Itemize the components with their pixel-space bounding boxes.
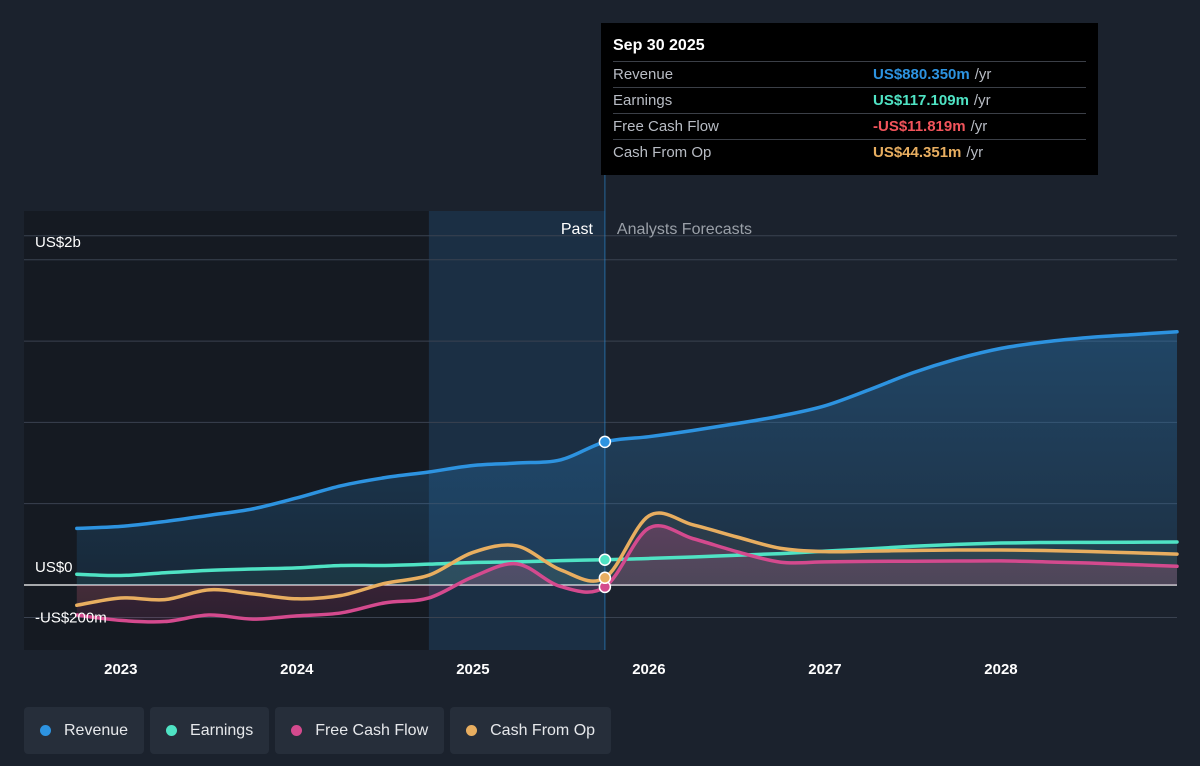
past-label: Past	[561, 221, 594, 238]
tooltip-row-revenue: Revenue US$880.350m /yr	[613, 61, 1086, 87]
cash-from-op-marker	[598, 571, 612, 585]
free-cash-flow-area	[76, 525, 1177, 622]
x-tick-label: 2027	[808, 661, 841, 678]
legend-item-earnings[interactable]: Earnings	[150, 707, 270, 754]
revenue-area	[76, 331, 1177, 585]
tooltip-label: Revenue	[613, 66, 674, 83]
y-tick-label: US$0	[35, 559, 73, 576]
forecast-label: Analysts Forecasts	[617, 221, 752, 238]
y-tick-label: US$2b	[35, 234, 81, 251]
legend-item-cash-from-op[interactable]: Cash From Op	[450, 707, 612, 754]
legend-item-free-cash-flow[interactable]: Free Cash Flow	[275, 707, 445, 754]
legend-dot	[166, 725, 178, 736]
legend-label: Earnings	[190, 721, 254, 739]
y-tick-label: -US$200m	[35, 609, 107, 626]
chart-legend: Revenue Earnings Free Cash Flow Cash Fro…	[24, 707, 612, 754]
tooltip-label: Free Cash Flow	[613, 118, 719, 135]
cash-from-op-line	[75, 511, 1179, 608]
tooltip-label: Cash From Op	[613, 144, 712, 161]
tooltip-date: Sep 30 2025	[613, 37, 705, 54]
earnings-marker	[598, 553, 612, 567]
tooltip-row-earnings: Earnings US$117.109m /yr	[613, 87, 1086, 113]
tooltip-row-cash-from-op: Cash From Op US$44.351m /yr	[613, 139, 1086, 165]
tooltip-unit: /yr	[973, 92, 991, 109]
tooltip-unit: /yr	[970, 118, 988, 135]
tooltip-panel: Sep 30 2025 Revenue US$880.350m /yr Earn…	[601, 23, 1098, 175]
legend-label: Revenue	[64, 721, 129, 739]
legend-dot	[291, 725, 303, 736]
revenue-marker	[598, 435, 612, 449]
x-tick-label: 2024	[280, 661, 314, 678]
x-tick-label: 2023	[104, 661, 137, 678]
tooltip-row-free-cash-flow: Free Cash Flow -US$11.819m /yr	[613, 113, 1086, 139]
revenue-line	[75, 330, 1179, 531]
tooltip-unit: /yr	[974, 66, 992, 83]
tooltip-value: US$44.351m	[873, 144, 962, 161]
x-tick-label: 2026	[632, 661, 665, 678]
legend-label: Cash From Op	[490, 721, 596, 739]
free-cash-flow-line	[75, 524, 1179, 624]
tooltip-value: US$117.109m	[873, 92, 969, 109]
legend-dot	[40, 725, 51, 736]
financial-chart: US$2b US$0 -US$200m 2023 2024 2025 2026 2027 202…	[24, 175, 1179, 678]
legend-dot	[466, 725, 478, 736]
x-tick-label: 2028	[984, 661, 1017, 678]
tooltip-label: Earnings	[613, 92, 673, 109]
legend-item-revenue[interactable]: Revenue	[24, 707, 145, 754]
x-tick-label: 2025	[456, 661, 489, 678]
tooltip-value: US$880.350m	[873, 66, 970, 83]
legend-label: Free Cash Flow	[315, 721, 429, 739]
tooltip-value: -US$11.819m	[873, 118, 966, 135]
tooltip-unit: /yr	[966, 144, 984, 161]
